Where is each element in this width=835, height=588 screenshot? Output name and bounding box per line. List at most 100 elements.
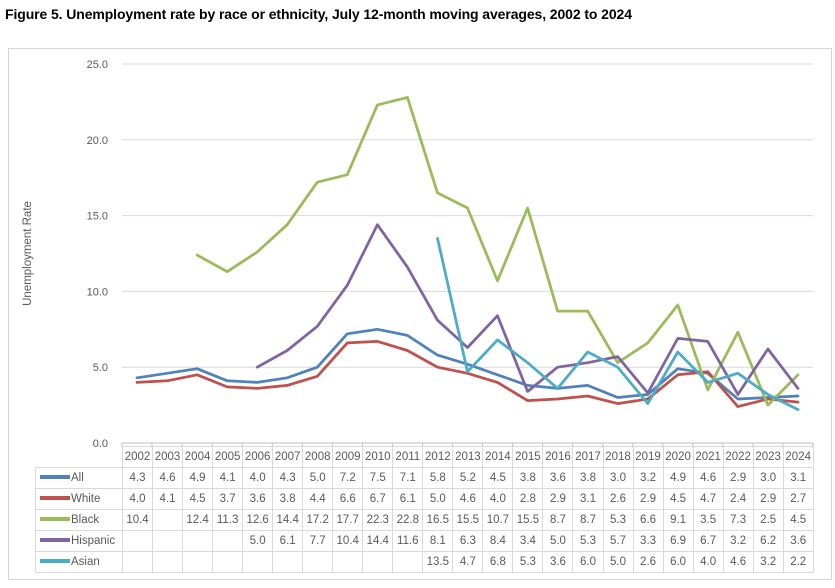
value-cell xyxy=(121,530,154,552)
value-cell xyxy=(392,551,424,573)
value-cell: 3.2 xyxy=(632,467,664,489)
value-cell: 3.5 xyxy=(692,509,724,531)
legend-swatch-asian xyxy=(40,558,70,563)
value-cell: 2.9 xyxy=(632,488,664,510)
gridlines xyxy=(122,63,813,368)
legend-swatch-hispanic xyxy=(40,537,70,542)
year-header: 2021 xyxy=(692,446,724,468)
value-cell: 2.4 xyxy=(722,488,754,510)
value-cell: 5.3 xyxy=(602,509,634,531)
value-cell: 4.9 xyxy=(182,467,214,489)
chart-data-table: 2002 2003 2004 2005 2006 2007 2008 2009 2010 2011… xyxy=(35,446,814,573)
value-cell: 6.6 xyxy=(332,488,364,510)
table-header-row: 2002 2003 2004 2005 2006 2007 2008 2009 2010 2011… xyxy=(36,446,814,468)
table-row-white: White 4.0 4.1 4.5 3.7 3.6 3.8 4.4 6.6 6.7 6.1 5.0 4.… xyxy=(35,488,814,510)
legend-label: Hispanic xyxy=(71,535,116,547)
value-cell: 5.2 xyxy=(452,467,484,489)
legend-cell-black: Black xyxy=(35,509,123,531)
year-header: 2014 xyxy=(482,446,514,468)
year-header: 2008 xyxy=(302,446,334,468)
value-cell xyxy=(212,530,244,552)
legend-swatch-black xyxy=(40,516,70,521)
value-cell: 7.5 xyxy=(362,467,394,489)
value-cell: 15.5 xyxy=(512,509,544,531)
value-cell xyxy=(242,551,274,573)
value-cell: 7.2 xyxy=(332,467,364,489)
y-tick-label: 5.0 xyxy=(93,362,108,374)
value-cell: 8.7 xyxy=(572,509,604,531)
value-cell: 9.1 xyxy=(662,509,694,531)
value-cell: 6.1 xyxy=(272,530,304,552)
value-cell: 7.7 xyxy=(302,530,334,552)
value-cell: 2.5 xyxy=(752,509,784,531)
year-header: 2010 xyxy=(362,446,394,468)
table-corner-cell xyxy=(36,447,123,468)
value-cell: 2.9 xyxy=(752,488,784,510)
year-header: 2009 xyxy=(332,446,364,468)
year-header: 2006 xyxy=(242,446,274,468)
year-header: 2016 xyxy=(542,446,574,468)
value-cell: 4.1 xyxy=(212,467,244,489)
year-header: 2011 xyxy=(392,446,424,468)
value-cell xyxy=(362,551,394,573)
value-cell: 6.1 xyxy=(392,488,424,510)
value-cell: 12.4 xyxy=(182,509,214,531)
series-line-asian xyxy=(436,236,800,411)
value-cell xyxy=(121,551,154,573)
legend-cell-asian: Asian xyxy=(35,551,123,573)
value-cell: 4.5 xyxy=(482,467,514,489)
legend-label: All xyxy=(71,472,84,484)
legend-cell-white: White xyxy=(35,488,123,510)
legend-cell-hispanic: Hispanic xyxy=(35,530,123,552)
series-line-black xyxy=(195,96,800,407)
y-tick-label: 25.0 xyxy=(87,59,108,71)
value-cell: 3.4 xyxy=(512,530,544,552)
legend-label: White xyxy=(71,493,101,505)
legend-swatch-white xyxy=(40,495,70,500)
value-cell xyxy=(332,551,364,573)
year-header: 2015 xyxy=(512,446,544,468)
value-cell: 5.0 xyxy=(602,551,634,573)
value-cell: 3.3 xyxy=(632,530,664,552)
value-cell: 3.6 xyxy=(542,551,574,573)
value-cell: 6.8 xyxy=(482,551,514,573)
value-cell: 4.0 xyxy=(242,467,274,489)
value-cell: 2.6 xyxy=(602,488,634,510)
y-axis-title: Unemployment Rate xyxy=(22,201,34,306)
value-cell: 5.0 xyxy=(242,530,274,552)
legend-label: Asian xyxy=(71,556,100,568)
value-cell: 15.5 xyxy=(452,509,484,531)
value-cell: 6.7 xyxy=(692,530,724,552)
value-cell: 4.6 xyxy=(152,467,184,489)
value-cell: 4.5 xyxy=(182,488,214,510)
value-cell xyxy=(212,551,244,573)
value-cell: 4.5 xyxy=(782,509,814,531)
value-cell: 4.0 xyxy=(692,551,724,573)
series-line-white xyxy=(135,340,800,408)
value-cell: 2.7 xyxy=(782,488,814,510)
value-cell: 3.0 xyxy=(752,467,784,489)
value-cell: 6.0 xyxy=(572,551,604,573)
legend-label: Black xyxy=(71,514,100,526)
value-cell xyxy=(152,509,184,531)
value-cell: 4.6 xyxy=(692,467,724,489)
year-header: 2019 xyxy=(632,446,664,468)
year-header: 2020 xyxy=(662,446,694,468)
value-cell: 4.1 xyxy=(152,488,184,510)
year-header: 2003 xyxy=(152,446,184,468)
value-cell: 11.3 xyxy=(212,509,244,531)
y-axis-labels: 0.0 5.0 10.0 15.0 20.0 25.0 xyxy=(87,59,108,450)
series-line-all xyxy=(135,327,800,401)
value-cell: 6.7 xyxy=(362,488,394,510)
value-cell: 6.9 xyxy=(662,530,694,552)
value-cell: 4.0 xyxy=(482,488,514,510)
value-cell: 2.9 xyxy=(542,488,574,510)
value-cell: 10.4 xyxy=(332,530,364,552)
value-cell: 4.3 xyxy=(272,467,304,489)
value-cell: 6.6 xyxy=(632,509,664,531)
value-cell: 8.4 xyxy=(482,530,514,552)
chart-frame: 0.0 5.0 10.0 15.0 20.0 25.0 Unemployment Rate … xyxy=(8,48,832,580)
year-header: 2002 xyxy=(121,446,154,468)
table-row-hispanic: Hispanic 5.0 6.1 7.7 10.4 14.4 11.6 8.1 6.3 8.4 3.… xyxy=(35,530,814,552)
value-cell: 8.1 xyxy=(422,530,454,552)
